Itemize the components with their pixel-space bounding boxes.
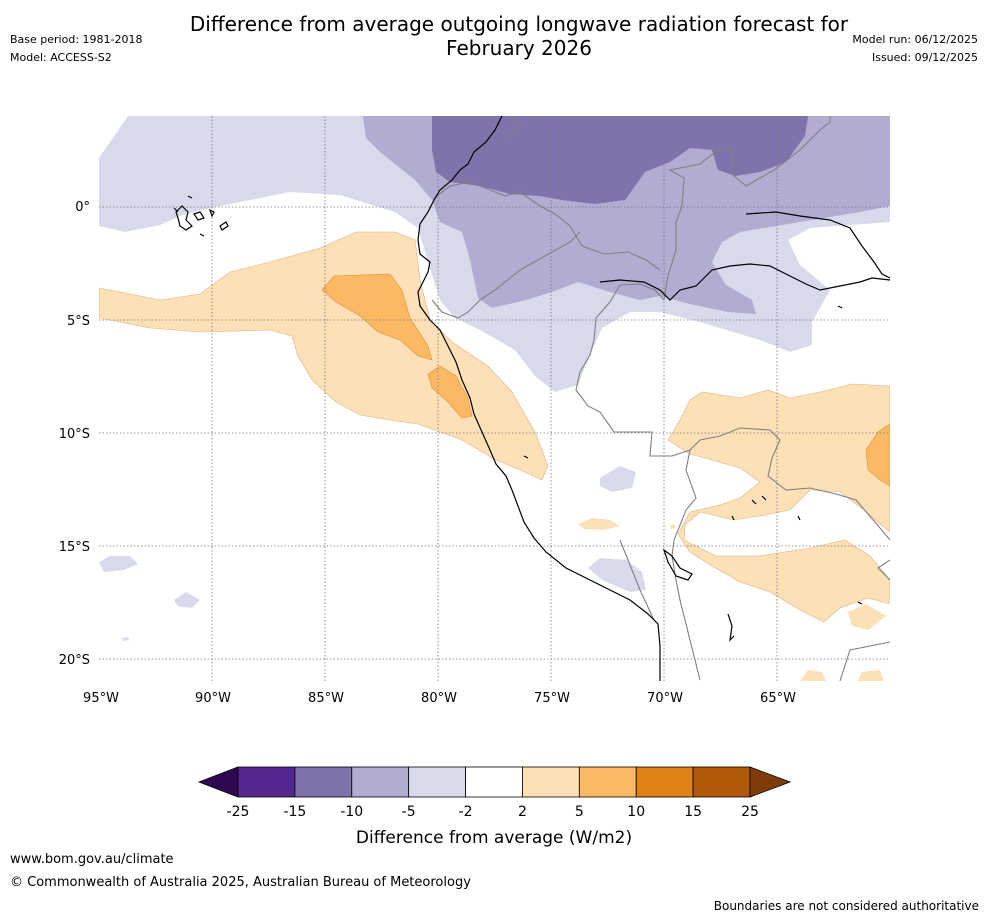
lon-axis-labels: 95°W 90°W 85°W 80°W 75°W 70°W 65°W — [83, 691, 796, 706]
footer-disclaimer: Boundaries are not considered authoritat… — [713, 899, 979, 913]
anomaly-medium-orange-2 — [427, 365, 473, 419]
lon-label-95w: 95°W — [83, 691, 119, 706]
lon-label-85w: 85°W — [308, 691, 344, 706]
colorbar-box-8 — [692, 766, 751, 798]
title-line-1: Difference from average outgoing longwav… — [189, 12, 849, 36]
colorbar-extend-low — [197, 766, 239, 798]
colorbar-tick-label: 15 — [684, 804, 702, 820]
lat-label-10s: 10°S — [59, 427, 90, 442]
meta-left: Base period: 1981-2018 Model: ACCESS-S2 — [10, 31, 142, 67]
meta-right: Model run: 06/12/2025 Issued: 09/12/2025 — [852, 31, 978, 67]
lat-label-0: 0° — [75, 200, 90, 215]
anomaly-light-orange-small-4 — [858, 670, 884, 681]
anomaly-medium-orange-1 — [321, 273, 433, 361]
issued-date: Issued: 09/12/2025 — [871, 51, 978, 64]
colorbar-box-4 — [465, 766, 523, 798]
country-borders — [431, 116, 890, 681]
anomaly-light-orange-small-3 — [800, 670, 826, 681]
colorbar-box-7 — [635, 766, 694, 798]
colorbar-title: Difference from average (W/m2) — [356, 828, 632, 848]
colorbar-box-3 — [408, 766, 466, 798]
anomaly-patch-2 — [588, 558, 646, 592]
title-line-2: February 2026 — [446, 36, 592, 60]
colorbar-tick-label: 25 — [741, 804, 759, 820]
lat-label-15s: 15°S — [59, 540, 90, 555]
anomaly-patch-5 — [122, 637, 129, 641]
colorbar-box-6 — [578, 766, 637, 798]
colorbar-box-5 — [522, 766, 580, 798]
colorbar-tick-label: 2 — [518, 804, 527, 820]
lat-axis-labels: 0° 5°S 10°S 15°S 20°S — [59, 200, 90, 668]
footer-copyright: © Commonwealth of Australia 2025, Austra… — [10, 875, 471, 890]
colorbar-tick-label: -10 — [340, 804, 363, 820]
chart-title: Difference from average outgoing longwav… — [150, 12, 888, 60]
anomaly-light-orange-small-5 — [670, 524, 676, 529]
map-area — [99, 116, 890, 681]
colorbar: -25 -15 -10 -5 -2 2 5 10 15 25 Difference from av… — [197, 766, 792, 848]
model-run: Model run: 06/12/2025 — [852, 33, 978, 46]
anomaly-light-orange-small-1 — [578, 518, 620, 530]
coastlines — [417, 116, 890, 681]
colorbar-tick-label: -5 — [402, 804, 416, 820]
lon-label-65w: 65°W — [760, 691, 796, 706]
colorbar-tick-label: -2 — [459, 804, 473, 820]
lat-label-20s: 20°S — [59, 653, 90, 668]
lon-label-80w: 80°W — [421, 691, 457, 706]
footer-website[interactable]: www.bom.gov.au/climate — [10, 852, 174, 867]
anomaly-patch-1 — [600, 466, 636, 492]
colorbar-tick-label: -25 — [227, 804, 250, 820]
colorbar-tick-label: -15 — [283, 804, 306, 820]
anomaly-light-orange-west — [99, 231, 549, 481]
lon-label-70w: 70°W — [647, 691, 683, 706]
galapagos-islands — [173, 195, 229, 237]
lon-label-75w: 75°W — [534, 691, 570, 706]
colorbar-tick-label: 5 — [575, 804, 584, 820]
gridlines — [99, 116, 890, 681]
anomaly-dark-purple — [432, 116, 808, 204]
anomaly-light-orange-east — [667, 383, 890, 623]
colorbar-tick-label: 10 — [627, 804, 645, 820]
anomaly-medium-orange-3 — [865, 423, 890, 487]
lat-label-5s: 5°S — [67, 314, 90, 329]
anomaly-light-orange-small-2 — [848, 604, 886, 630]
lon-label-90w: 90°W — [195, 691, 231, 706]
model-name: Model: ACCESS-S2 — [10, 51, 112, 64]
anomaly-patch-3 — [99, 556, 138, 572]
colorbar-extend-high — [749, 766, 792, 798]
colorbar-box-2 — [351, 766, 410, 798]
colorbar-box-1 — [294, 766, 353, 798]
colorbar-box-0 — [237, 766, 296, 798]
base-period: Base period: 1981-2018 — [10, 33, 143, 46]
anomaly-patch-4 — [174, 592, 200, 608]
